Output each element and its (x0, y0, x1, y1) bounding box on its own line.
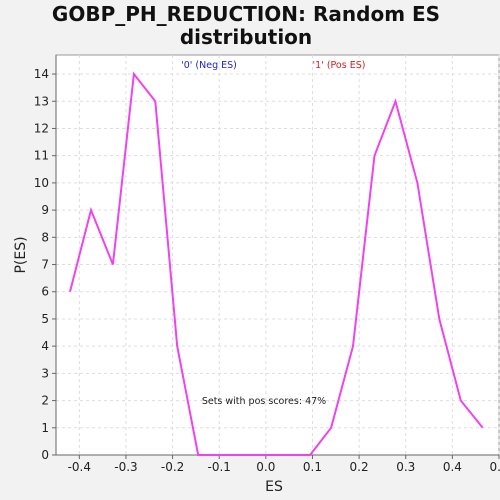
y-tick-label: 3 (41, 366, 49, 380)
series (69, 71, 484, 456)
chart-title-line-2: distribution (180, 25, 312, 49)
annotation-pos-scores: Sets with pos scores: 47% (202, 396, 326, 407)
x-tick-label: 0.0 (256, 460, 275, 474)
x-tick-label: 0.5 (489, 460, 500, 474)
y-tick-label: 11 (34, 149, 49, 163)
x-tick-label: -0.1 (207, 460, 230, 474)
annotation-neg-es: '0' (Neg ES) (181, 60, 237, 71)
x-tick-label: 0.4 (443, 460, 462, 474)
chart-title-line-1: GOBP_PH_REDUCTION: Random ES (52, 2, 440, 26)
y-tick-label: 0 (41, 448, 49, 462)
y-tick-label: 8 (41, 230, 49, 244)
plot-area (55, 54, 500, 456)
x-tick-label: 0.2 (350, 460, 369, 474)
y-tick-label: 10 (34, 176, 49, 190)
annotation-pos-es: '1' (Pos ES) (313, 60, 366, 71)
annotations: '0' (Neg ES) '1' (Pos ES) Sets with pos … (181, 60, 365, 407)
y-tick-label: 13 (34, 94, 49, 108)
x-tick-label: -0.3 (114, 460, 137, 474)
series-line-0 (69, 71, 484, 456)
y-tick-label: 2 (41, 394, 49, 408)
tick-labels: -0.4-0.3-0.2-0.10.00.10.20.30.40.5012345… (34, 67, 500, 474)
y-tick-label: 9 (41, 203, 49, 217)
y-tick-label: 14 (34, 67, 49, 81)
x-tick-label: 0.3 (396, 460, 415, 474)
y-axis-label: P(ES) (13, 236, 29, 273)
y-tick-label: 6 (41, 285, 49, 299)
grid-lines (56, 55, 500, 456)
x-axis-label: ES (265, 479, 283, 495)
y-tick-label: 4 (41, 339, 49, 353)
x-tick-label: 0.1 (303, 460, 322, 474)
x-tick-label: -0.2 (161, 460, 184, 474)
x-tick-label: -0.4 (68, 460, 91, 474)
y-tick-label: 12 (34, 121, 49, 135)
chart-title: GOBP_PH_REDUCTION: Random ES distributio… (52, 2, 440, 49)
y-tick-label: 7 (41, 258, 49, 272)
y-tick-label: 1 (41, 421, 49, 435)
y-tick-label: 5 (41, 312, 49, 326)
